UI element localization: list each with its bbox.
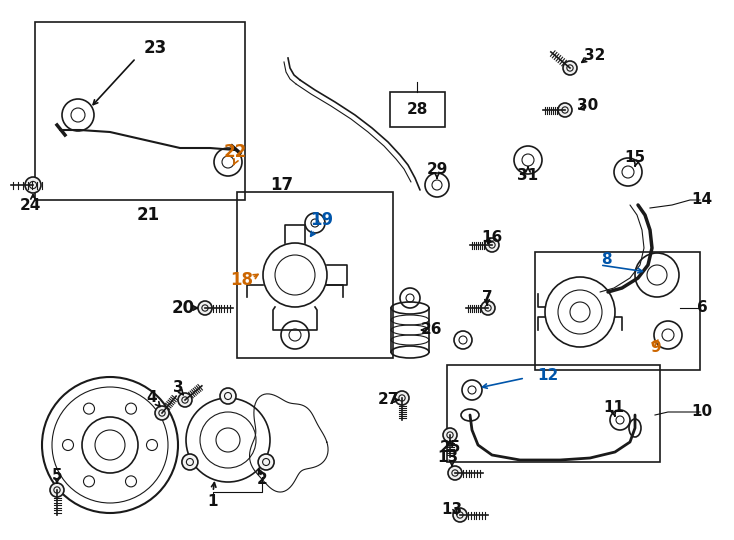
Circle shape: [178, 393, 192, 407]
Text: 19: 19: [310, 211, 333, 229]
Circle shape: [220, 388, 236, 404]
Text: 7: 7: [482, 291, 493, 306]
Bar: [237, 192, 393, 358]
Text: 30: 30: [578, 98, 599, 112]
Text: 8: 8: [600, 253, 611, 267]
Text: 15: 15: [625, 151, 646, 165]
Circle shape: [563, 61, 577, 75]
Text: 4: 4: [147, 390, 157, 406]
Circle shape: [448, 466, 462, 480]
Text: 13: 13: [437, 450, 459, 465]
Text: 32: 32: [584, 48, 606, 63]
Circle shape: [182, 454, 198, 470]
Circle shape: [25, 177, 41, 193]
Circle shape: [558, 103, 572, 117]
Bar: [447, 365, 660, 462]
Text: 9: 9: [650, 341, 661, 355]
Text: 31: 31: [517, 167, 539, 183]
Bar: [35, 22, 245, 200]
Text: 17: 17: [270, 176, 294, 194]
Circle shape: [198, 301, 212, 315]
Text: 12: 12: [537, 368, 559, 382]
Circle shape: [485, 238, 499, 252]
Text: 28: 28: [407, 103, 428, 118]
Circle shape: [453, 508, 467, 522]
Text: 2: 2: [257, 472, 267, 488]
Text: 21: 21: [137, 206, 159, 224]
Circle shape: [481, 301, 495, 315]
Text: 23: 23: [143, 39, 167, 57]
Bar: [535, 252, 700, 370]
Text: 3: 3: [172, 380, 184, 395]
Text: 14: 14: [691, 192, 713, 207]
Text: 18: 18: [230, 271, 253, 289]
Bar: [390, 92, 445, 127]
Text: 5: 5: [51, 468, 62, 483]
Text: 13: 13: [441, 503, 462, 517]
Text: 26: 26: [421, 322, 443, 338]
Text: 11: 11: [603, 400, 625, 415]
Circle shape: [258, 454, 274, 470]
Text: 16: 16: [482, 231, 503, 246]
Text: 22: 22: [223, 143, 247, 161]
Text: 1: 1: [208, 495, 218, 510]
Text: 25: 25: [440, 441, 461, 456]
Text: 6: 6: [697, 300, 708, 315]
Text: 10: 10: [691, 404, 713, 420]
Circle shape: [395, 391, 409, 405]
Text: 20: 20: [172, 299, 195, 317]
Circle shape: [50, 483, 64, 497]
Text: 24: 24: [19, 198, 40, 213]
Circle shape: [155, 406, 169, 420]
Text: 27: 27: [377, 393, 399, 408]
Circle shape: [443, 428, 457, 442]
Text: 29: 29: [426, 163, 448, 178]
